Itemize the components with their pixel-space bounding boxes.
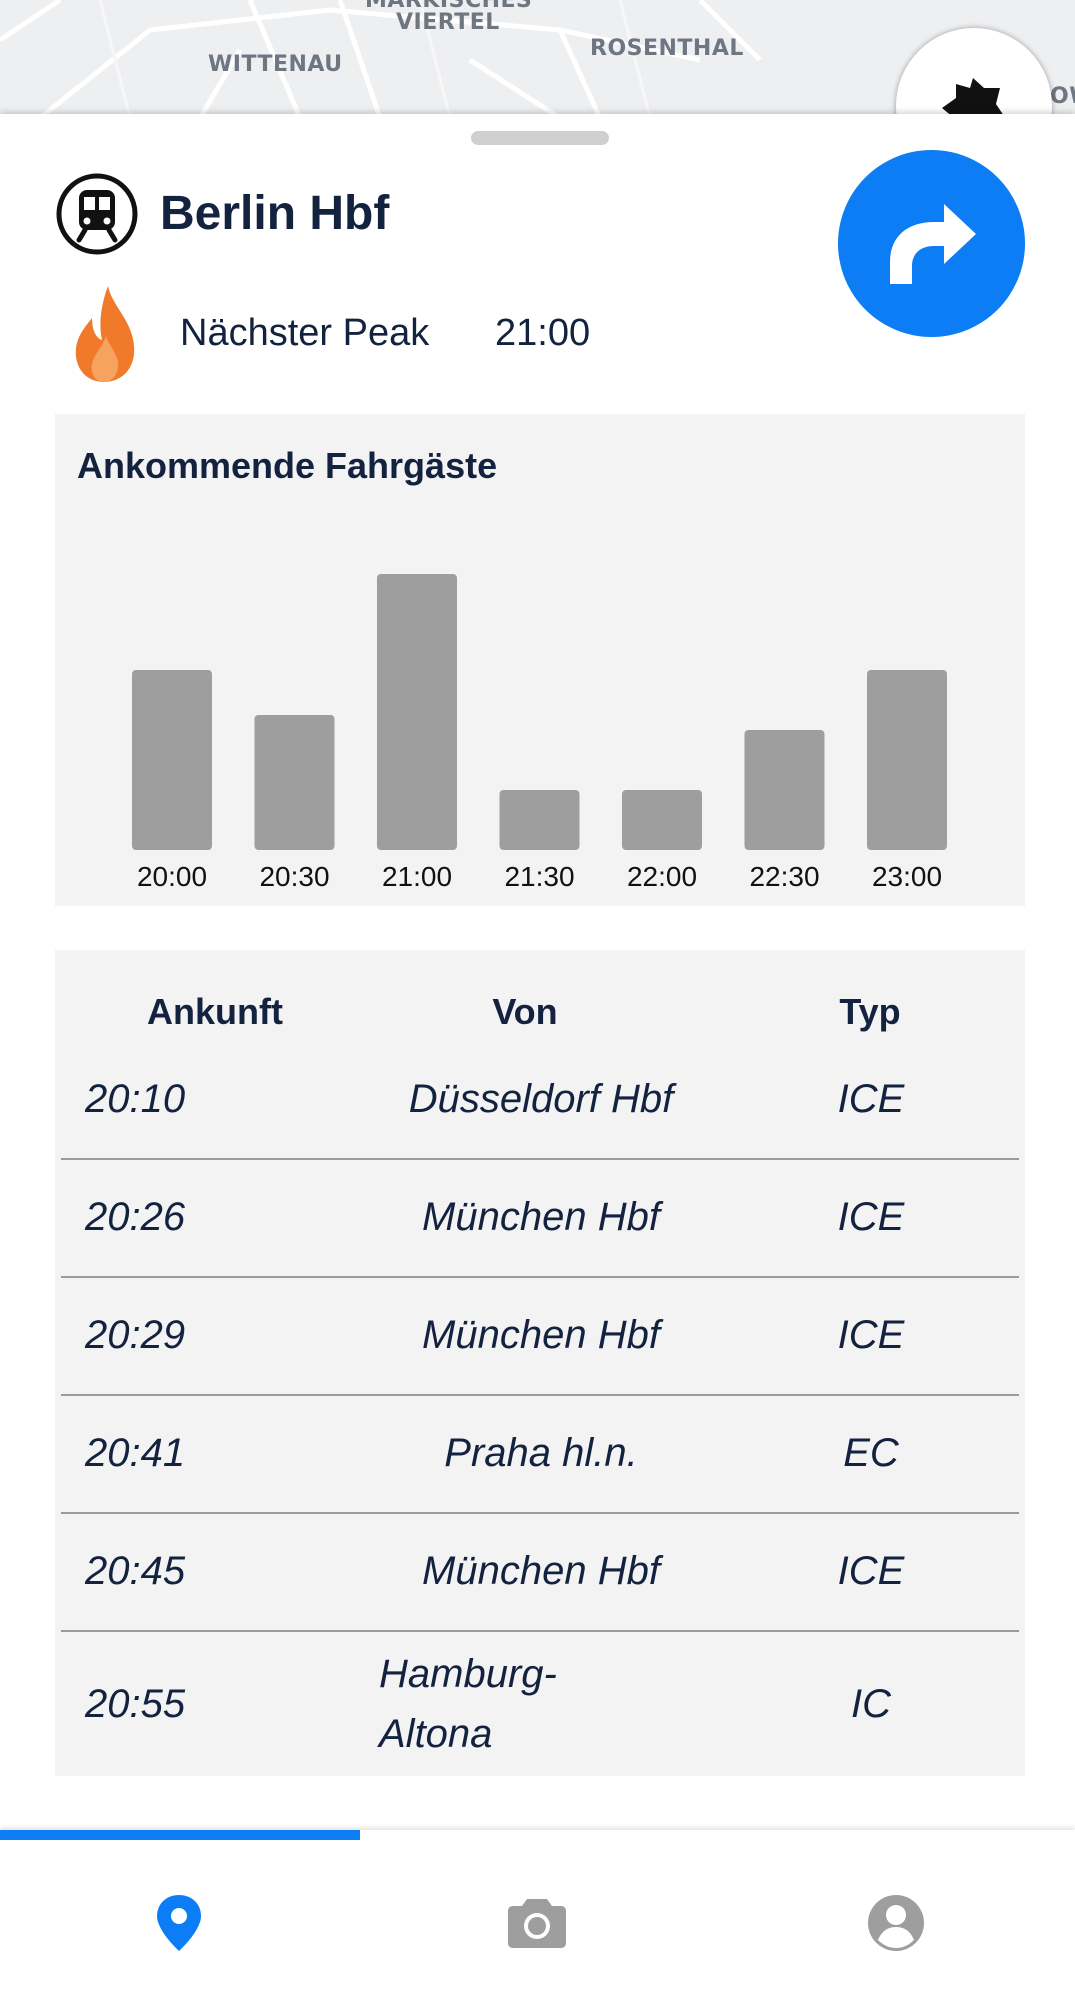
origin-station: München Hbf <box>422 1194 660 1239</box>
map-label-maerkisches: MÄRKISCHES <box>365 0 533 13</box>
active-tab-indicator <box>0 1830 360 1840</box>
arrival-time: 20:55 <box>85 1681 186 1726</box>
table-row[interactable]: 20:55 Hamburg-Altona IC <box>61 1630 1019 1776</box>
column-header-type: Typ <box>839 991 901 1032</box>
arrivals-bar-chart: 20:00 20:30 21:00 21:30 22:00 22:30 23:00 <box>132 574 947 892</box>
table-row[interactable]: 20:45 München Hbf ICE <box>61 1512 1019 1632</box>
map-label-wittenau: WITTENAU <box>208 52 343 77</box>
sheet-drag-handle[interactable] <box>471 131 609 145</box>
chart-tick-label: 21:30 <box>504 861 574 892</box>
tab-map[interactable] <box>0 1840 358 2006</box>
next-peak-time: 21:00 <box>495 312 591 354</box>
chart-bar <box>499 790 580 850</box>
chart-bar <box>254 715 335 850</box>
chart-title: Ankommende Fahrgäste <box>77 445 498 486</box>
arrivals-chart-card: 20:00 20:30 21:00 21:30 22:00 22:30 23:00 Anko… <box>55 414 1025 906</box>
arrival-time: 20:41 <box>85 1430 186 1475</box>
chart-bar <box>744 730 825 850</box>
chart-bar <box>377 574 457 850</box>
origin-station: München Hbf <box>422 1548 660 1593</box>
column-header-arrival: Ankunft <box>147 991 283 1032</box>
chart-tick-label: 21:00 <box>382 861 452 892</box>
map-label-rosenthal: ROSENTHAL <box>590 36 744 61</box>
column-header-from: Von <box>492 991 558 1032</box>
train-type: ICE <box>837 1548 905 1593</box>
origin-station: Praha hl.n. <box>444 1430 638 1475</box>
train-type: IC <box>851 1681 891 1726</box>
camera-icon <box>508 1899 566 1948</box>
train-type: EC <box>843 1430 899 1475</box>
station-sheet: Berlin Hbf Nächster Peak 21:00 20:00 20:3… <box>0 114 1075 1830</box>
table-row[interactable]: 20:10 Düsseldorf Hbf ICE <box>61 1040 1019 1160</box>
settings-icon <box>942 78 1004 118</box>
table-row[interactable]: 20:41 Praha hl.n. EC <box>61 1394 1019 1514</box>
station-name: Berlin Hbf <box>160 187 390 240</box>
turn-right-arrow-icon <box>890 204 976 284</box>
arrival-time: 20:26 <box>85 1194 186 1239</box>
map-label-edge: OW <box>1050 84 1075 109</box>
origin-station: Düsseldorf Hbf <box>408 1076 674 1121</box>
train-type: ICE <box>837 1194 905 1239</box>
train-type: ICE <box>837 1312 905 1357</box>
account-icon <box>868 1895 924 1951</box>
chart-tick-label: 20:30 <box>259 861 329 892</box>
chart-tick-label: 22:00 <box>627 861 697 892</box>
train-icon <box>55 172 139 256</box>
tab-account[interactable] <box>717 1840 1075 2006</box>
origin-station: München Hbf <box>422 1312 660 1357</box>
chart-bar <box>132 670 212 850</box>
arrivals-table: Ankunft Von Typ 20:10 Düsseldorf Hbf ICE… <box>55 950 1025 1776</box>
chart-tick-label: 23:00 <box>872 861 942 892</box>
table-row[interactable]: 20:26 München Hbf ICE <box>61 1158 1019 1278</box>
chart-bar <box>867 670 947 850</box>
map-label-viertel: VIERTEL <box>396 10 500 35</box>
arrival-time: 20:10 <box>85 1076 186 1121</box>
flame-icon <box>72 284 138 384</box>
next-peak-label: Nächster Peak <box>180 312 430 354</box>
table-row[interactable]: 20:29 München Hbf ICE <box>61 1276 1019 1396</box>
arrival-time: 20:45 <box>85 1548 186 1593</box>
chart-tick-label: 22:30 <box>749 861 819 892</box>
origin-station: Hamburg-Altona <box>379 1652 557 1756</box>
map-roads <box>0 0 762 118</box>
bottom-navigation <box>0 1830 1075 2006</box>
map-view[interactable]: MÄRKISCHES VIERTEL WITTENAU ROSENTHAL OW <box>0 0 1075 118</box>
tab-camera[interactable] <box>358 1840 716 2006</box>
train-type: ICE <box>837 1076 905 1121</box>
chart-tick-label: 20:00 <box>137 861 207 892</box>
arrival-time: 20:29 <box>85 1312 186 1357</box>
navigate-button[interactable] <box>838 150 1025 337</box>
chart-bar <box>622 790 702 850</box>
map-pin-icon <box>157 1895 201 1951</box>
